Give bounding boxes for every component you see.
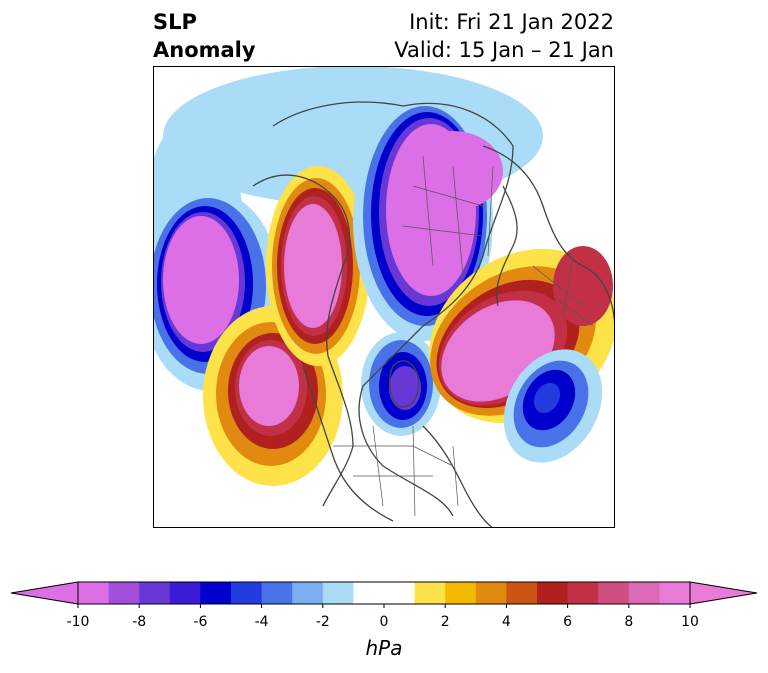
anomaly-north-pacific-low (153, 191, 281, 391)
colorbar-tick-label: 4 (501, 614, 511, 630)
chart-date-info: Init: Fri 21 Jan 2022 Valid: 15 Jan – 21… (394, 8, 614, 64)
colorbar-tick-label: -10 (66, 614, 90, 630)
title-line-2: Anomaly (153, 38, 256, 62)
colorbar-tick-label: -6 (193, 614, 208, 630)
colorbar-segment (384, 582, 416, 604)
colorbar-unit-label: hPa (365, 636, 403, 660)
colorbar-tick-label: -2 (315, 614, 330, 630)
anomaly-alaska-high (266, 166, 370, 366)
coastlines (252, 101, 615, 528)
colorbar-tick-label: 8 (624, 614, 634, 630)
colorbar-tick-label: -4 (254, 614, 269, 630)
colorbar-tick-label: 6 (563, 614, 573, 630)
colorbar-segment (567, 582, 599, 604)
colorbar-extend-min (10, 581, 79, 605)
colorbar-segment (261, 582, 293, 604)
anomaly-arctic-low (353, 101, 503, 341)
colorbar-segment (139, 582, 171, 604)
anomaly-atlantic-low (503, 349, 603, 463)
colorbar (10, 581, 758, 608)
colorbar-segment (353, 582, 385, 604)
title-line-1: SLP (153, 10, 197, 34)
colorbar-segment (169, 582, 201, 604)
colorbar-segment (537, 582, 569, 604)
anomaly-map (153, 66, 615, 528)
colorbar-segment (231, 582, 263, 604)
colorbar-segment (322, 582, 354, 604)
colorbar-segment (414, 582, 446, 604)
political-borders (333, 155, 594, 517)
colorbar-segment (475, 582, 507, 604)
colorbar-segment (445, 582, 477, 604)
colorbar-segment (200, 582, 232, 604)
colorbar-segment (628, 582, 660, 604)
valid-range: Valid: 15 Jan – 21 Jan (394, 38, 614, 62)
colorbar-tick-label: 0 (379, 614, 389, 630)
chart-title: SLP Anomaly (153, 8, 256, 64)
init-date: Init: Fri 21 Jan 2022 (409, 10, 614, 34)
colorbar-extend-max (689, 581, 758, 605)
colorbar-tick-label: 10 (681, 614, 699, 630)
colorbar-segment (108, 582, 140, 604)
colorbar-segment (292, 582, 324, 604)
anomaly-hudson-low (361, 332, 441, 436)
colorbar-tick-label: 2 (440, 614, 450, 630)
colorbar-segment (598, 582, 630, 604)
colorbar-segment (78, 582, 110, 604)
colorbar-tick-label: -8 (132, 614, 147, 630)
colorbar-segment (506, 582, 538, 604)
colorbar-segment (659, 582, 691, 604)
